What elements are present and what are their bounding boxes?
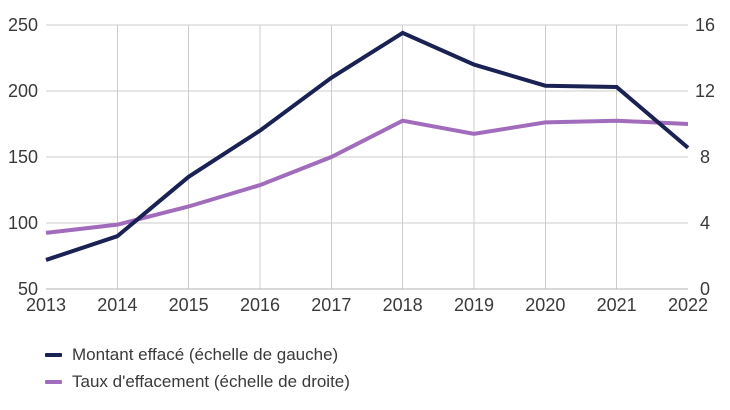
x-axis-tick-label: 2022 — [668, 295, 708, 315]
left-axis-tick-label: 50 — [18, 279, 38, 299]
line-chart: 50 100 150 200 250 0 4 8 12 16 2013 2014 2015 2016 201… — [8, 15, 715, 315]
series-line-montant-efface — [45, 30, 690, 262]
legend-swatch-montant-efface-icon — [45, 353, 62, 357]
left-axis-tick-label: 200 — [8, 81, 38, 101]
legend-label-montant-efface: Montant effacé (échelle de gauche) — [72, 345, 339, 364]
x-axis-tick-label: 2015 — [169, 295, 209, 315]
right-axis-tick-label: 0 — [700, 279, 710, 299]
legend-item-montant-efface: Montant effacé (échelle de gauche) — [45, 345, 350, 365]
series-line-taux-effacement — [45, 118, 689, 235]
legend-swatch-taux-effacement-icon — [45, 380, 62, 384]
x-axis-tick-label: 2014 — [97, 295, 137, 315]
x-axis-tick-label: 2017 — [311, 295, 351, 315]
right-axis-tick-label: 12 — [695, 81, 715, 101]
x-axis-tick-label: 2016 — [240, 295, 280, 315]
x-axis-tick-label: 2019 — [454, 295, 494, 315]
x-axis-tick-label: 2020 — [525, 295, 565, 315]
x-axis-tick-label: 2013 — [26, 295, 66, 315]
right-axis-tick-label: 4 — [700, 213, 710, 233]
x-axis-tick-label: 2021 — [597, 295, 637, 315]
left-axis-tick-label: 100 — [8, 213, 38, 233]
x-axis-tick-label: 2018 — [383, 295, 423, 315]
chart-legend: Montant effacé (échelle de gauche) Taux … — [45, 345, 350, 392]
left-axis-tick-label: 150 — [8, 147, 38, 167]
legend-item-taux-effacement: Taux d'effacement (échelle de droite) — [45, 372, 350, 392]
right-axis-tick-label: 16 — [695, 15, 715, 35]
left-axis-tick-label: 250 — [8, 15, 38, 35]
legend-label-taux-effacement: Taux d'effacement (échelle de droite) — [72, 372, 350, 391]
right-axis-tick-label: 8 — [700, 147, 710, 167]
